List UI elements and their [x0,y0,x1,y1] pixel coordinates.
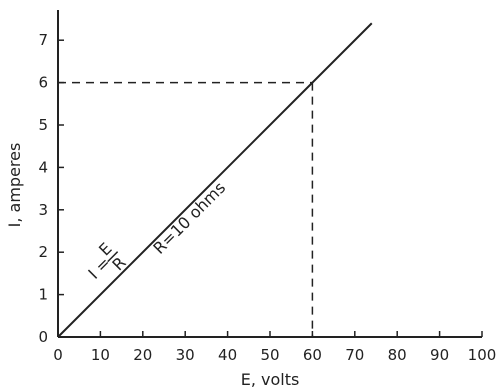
x-axis-title: E, volts [241,370,300,389]
y-tick-label-0: 0 [38,328,48,346]
x-tick-label-100: 100 [468,346,497,364]
axes [57,10,482,338]
x-tick-label-30: 30 [176,346,195,364]
x-tick-label-20: 20 [133,346,152,364]
y-axis-title: I, amperes [5,143,24,228]
resistance-annotation: R=10 ohms [149,178,229,258]
x-tick-label-10: 10 [91,346,110,364]
x-axis-ticks: 0 10 20 30 40 50 60 70 80 90 100 [53,331,496,364]
y-tick-label-4: 4 [38,158,48,176]
x-tick-label-50: 50 [260,346,279,364]
x-tick-label-70: 70 [345,346,364,364]
y-tick-label-2: 2 [38,243,48,261]
x-tick-label-60: 60 [303,346,322,364]
y-axis-ticks: 0 1 2 3 4 5 6 7 [38,31,64,346]
y-tick-label-1: 1 [38,286,48,304]
formula-fraction-bar [107,251,119,263]
y-tick-label-6: 6 [38,74,48,92]
series-line [57,22,373,338]
x-tick-label-0: 0 [53,346,63,364]
y-tick-label-7: 7 [38,31,48,49]
y-tick-label-5: 5 [38,116,48,134]
x-tick-label-80: 80 [388,346,407,364]
y-tick-label-3: 3 [38,201,48,219]
plot-marks [57,22,373,338]
formula-annotation: I = E R [84,239,129,283]
resistance-label: R=10 ohms [149,178,229,258]
x-tick-label-90: 90 [430,346,449,364]
x-tick-label-40: 40 [218,346,237,364]
